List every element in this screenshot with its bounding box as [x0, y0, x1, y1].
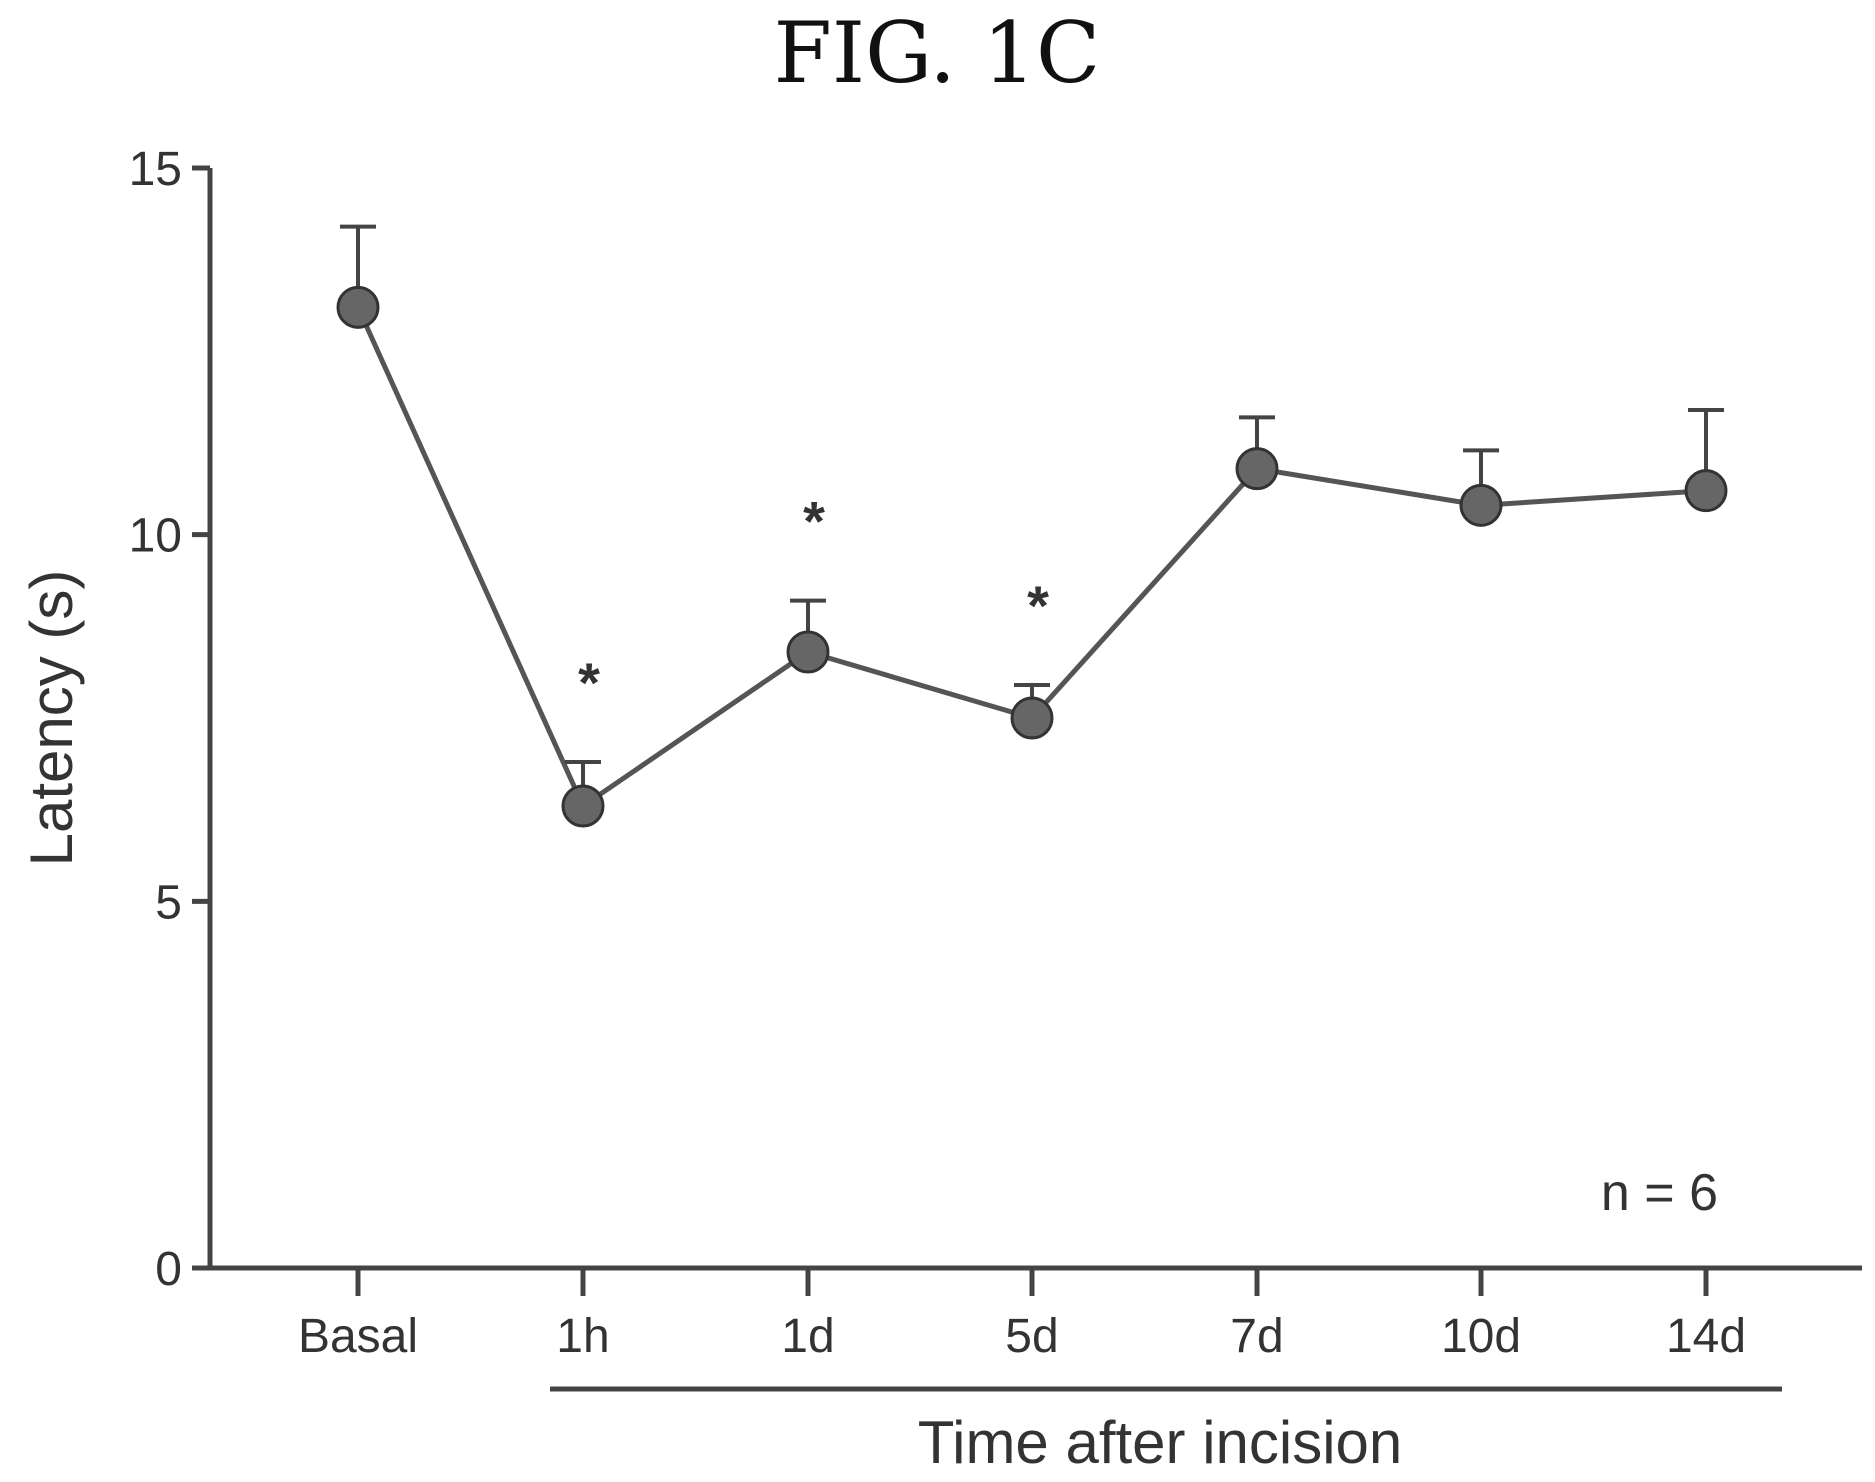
y-axis-label: Latency (s)	[18, 570, 85, 867]
data-point	[336, 285, 380, 329]
x-tick-label: 14d	[1666, 1310, 1746, 1363]
data-point	[1235, 447, 1279, 491]
data-point	[561, 784, 605, 828]
data-point	[1684, 469, 1728, 513]
x-tick-label: 1d	[781, 1310, 834, 1363]
y-tick-label: 5	[155, 876, 182, 929]
data-point	[1010, 696, 1054, 740]
y-tick-label: 15	[129, 143, 182, 196]
data-point	[786, 630, 830, 674]
y-tick-label: 10	[129, 510, 182, 563]
data-point	[1459, 483, 1503, 527]
figure-title: FIG. 1C	[774, 4, 1101, 102]
significance-marker: *	[803, 490, 825, 553]
data-series: * * *	[336, 224, 1728, 828]
significance-marker: *	[1027, 574, 1049, 637]
x-ticks: Basal 1h 1d 5d 7d 10d 14d	[298, 1268, 1746, 1363]
sample-size-annotation: n = 6	[1601, 1164, 1718, 1222]
x-axis-label: Time after incision	[918, 1409, 1403, 1476]
significance-marker: *	[578, 651, 600, 714]
x-tick-label: 5d	[1005, 1310, 1058, 1363]
axes	[207, 168, 1862, 1392]
y-ticks: 0 5 10 15	[129, 143, 210, 1296]
x-tick-label: 1h	[556, 1310, 609, 1363]
y-tick-label: 0	[155, 1243, 182, 1296]
x-tick-label: 7d	[1230, 1310, 1283, 1363]
x-tick-label: 10d	[1441, 1310, 1521, 1363]
x-tick-label: Basal	[298, 1310, 418, 1363]
